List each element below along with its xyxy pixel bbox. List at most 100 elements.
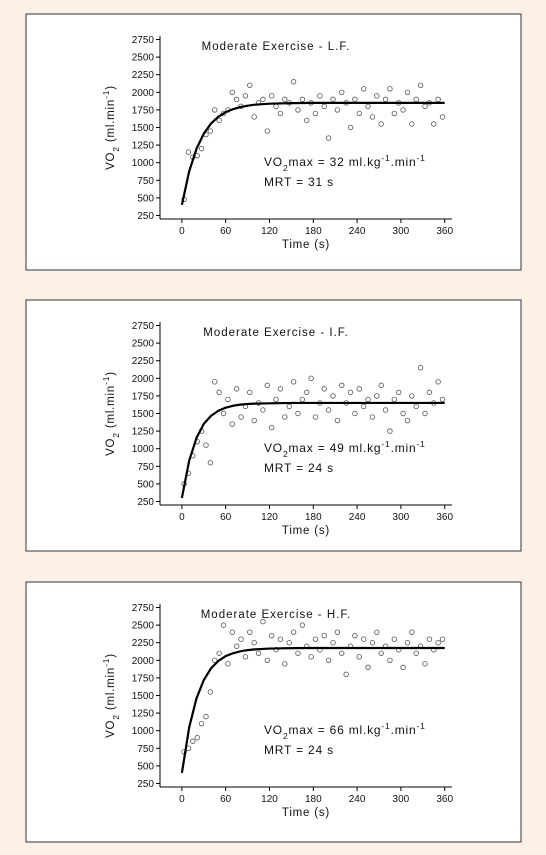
x-axis-label: Time (s) — [282, 239, 330, 251]
data-point — [286, 640, 292, 646]
y-tick-label: 250 — [137, 211, 154, 222]
data-point — [282, 661, 288, 667]
data-point — [308, 654, 314, 660]
y-tick-label: 1750 — [132, 391, 155, 402]
data-point — [198, 145, 205, 152]
panel: 250 500 750 1000 1250 1500 1750 2000 2250 2500 275… — [101, 321, 453, 537]
data-point — [369, 640, 376, 646]
data-point — [352, 632, 358, 639]
data-point — [374, 393, 380, 399]
data-point — [396, 389, 402, 396]
text-part: .min — [391, 155, 417, 169]
y-tick-label: 500 — [137, 193, 154, 204]
data-point — [334, 417, 341, 424]
data-point — [198, 720, 205, 727]
data-point — [242, 93, 249, 99]
data-point — [413, 403, 419, 410]
data-point — [212, 379, 218, 385]
data-point — [194, 735, 200, 741]
data-point — [268, 93, 275, 99]
data-point — [391, 396, 398, 403]
data-point — [282, 96, 288, 103]
text-part: (ml.min — [105, 99, 117, 146]
data-point — [339, 89, 345, 96]
data-point — [352, 410, 358, 417]
data-point — [247, 389, 253, 396]
data-point — [422, 661, 428, 667]
text-part: VO — [264, 723, 283, 737]
data-point — [190, 738, 196, 744]
text-part: max = 66 ml.kg — [288, 723, 381, 737]
data-point — [225, 661, 231, 667]
text-part: max = 49 ml.kg — [288, 441, 381, 455]
x-tick-label: 360 — [436, 226, 453, 237]
data-point — [404, 640, 411, 646]
data-point — [255, 650, 262, 656]
data-point — [233, 96, 240, 103]
data-point — [299, 396, 306, 403]
data-point — [229, 421, 235, 427]
data-point — [387, 657, 393, 664]
text-part: ) — [105, 653, 117, 658]
data-point — [400, 410, 406, 417]
data-point — [225, 396, 231, 403]
data-point — [356, 386, 362, 392]
data-point — [273, 396, 279, 403]
data-point — [391, 110, 398, 117]
data-point — [435, 96, 441, 103]
chart-title: Moderate Exercise - I.F. — [203, 327, 348, 339]
data-point — [216, 389, 222, 396]
data-point — [203, 442, 209, 448]
x-tick-label: 60 — [220, 794, 232, 805]
panel: 250 500 750 1000 1250 1500 1750 2000 2250 2500 275… — [101, 603, 453, 819]
data-point — [251, 417, 257, 424]
x-tick-label: 240 — [349, 512, 366, 523]
data-point — [417, 365, 424, 371]
text-part: MRT = 24 s — [264, 461, 334, 475]
text-part: (ml.min — [105, 385, 117, 432]
text-part: VO — [105, 720, 117, 738]
y-tick-label: 1500 — [132, 691, 155, 702]
y-tick-label: 1750 — [132, 673, 155, 684]
data-point — [317, 93, 323, 99]
text-part: ) — [105, 85, 117, 90]
fit-curve — [180, 646, 445, 774]
data-point — [356, 654, 362, 660]
chart-title: Moderate Exercise - L.F. — [202, 41, 351, 53]
data-point — [435, 640, 441, 646]
data-point — [431, 121, 437, 127]
data-point — [339, 382, 345, 389]
data-point — [439, 636, 446, 642]
data-point — [391, 636, 398, 642]
data-point — [321, 386, 327, 392]
data-point — [404, 89, 411, 96]
x-tick-label: 120 — [261, 512, 278, 523]
x-tick-label: 360 — [436, 794, 453, 805]
data-point — [304, 117, 310, 124]
data-point — [426, 636, 433, 642]
data-point — [212, 107, 218, 113]
text-part: -1 — [101, 90, 111, 99]
y-tick-label: 1000 — [132, 158, 155, 169]
data-point — [325, 407, 332, 413]
data-point — [439, 396, 446, 403]
x-tick-label: 300 — [393, 512, 410, 523]
y-tick-label: 2000 — [132, 88, 155, 99]
x-tick-label: 0 — [179, 226, 185, 237]
data-point — [264, 657, 271, 664]
y-axis-label: VO2 (ml.min-1) — [101, 371, 121, 456]
data-point — [251, 114, 257, 120]
annotation: VO2max = 49 ml.kg-1.min-1 — [264, 439, 426, 459]
data-point — [229, 89, 235, 96]
data-point — [207, 460, 214, 466]
text-part: -1 — [416, 439, 425, 449]
data-point — [369, 414, 376, 420]
text-part: .min — [391, 441, 417, 455]
annotation: MRT = 24 s — [264, 461, 334, 475]
data-point — [216, 650, 222, 656]
data-point — [382, 407, 389, 413]
data-point — [422, 410, 428, 417]
text-part: VO — [264, 155, 283, 169]
y-tick-label: 1250 — [132, 141, 155, 152]
data-point — [212, 657, 218, 664]
